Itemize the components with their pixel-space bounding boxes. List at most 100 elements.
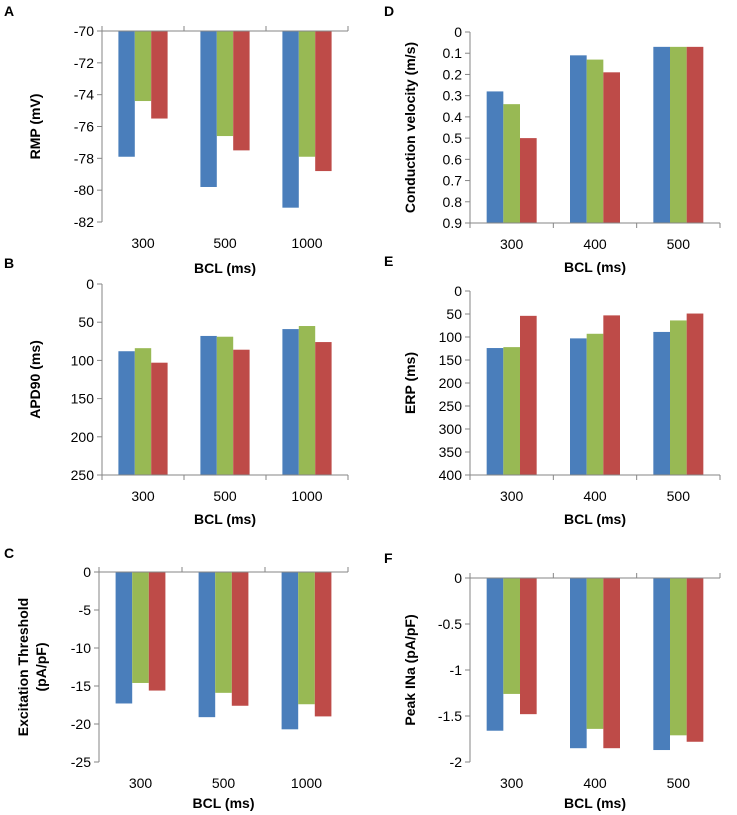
bar-400-series-1 <box>570 578 587 749</box>
y-tick-label: -72 <box>74 55 94 71</box>
y-tick-label: 350 <box>439 444 463 460</box>
panel-e: E 0 50 100 150 200 250 300 350 400 300 400 500 BCL (m… <box>384 253 721 527</box>
y-axis-label-line: RMP (mV) <box>27 94 43 160</box>
panel-d: D 0 0.1 0.2 0.3 0.4 0.5 0.6 0.7 0.8 0.9 300 400 500 BC… <box>384 3 721 275</box>
bar-500-series-3 <box>686 46 704 223</box>
bar-500-series-1 <box>200 31 217 187</box>
x-axis-label: BCL (ms) <box>194 260 256 276</box>
bar-300-series-1 <box>486 91 504 223</box>
y-tick-label: 100 <box>439 329 463 345</box>
panel-f: F 0 -0.5 -1 -1.5 -2 300 400 500 BCL (ms) Peak INa … <box>384 550 721 811</box>
y-tick-label: -25 <box>71 754 91 770</box>
bar-300-series-3 <box>520 578 537 715</box>
y-tick-label: 50 <box>446 306 462 322</box>
x-tick-label: 400 <box>583 488 607 504</box>
bar-500-series-2 <box>216 336 234 475</box>
bar-300-series-2 <box>503 578 520 694</box>
y-tick-label: -82 <box>74 214 94 230</box>
y-axis-label-line: (pA/pF) <box>33 643 49 692</box>
bar-400-series-3 <box>603 578 620 749</box>
bar-300-series-3 <box>151 31 168 119</box>
bar-400-series-2 <box>586 59 604 223</box>
x-tick-label: 300 <box>129 775 153 791</box>
x-tick-label: 300 <box>500 488 524 504</box>
y-tick-label: 200 <box>71 429 95 445</box>
y-tick-label: 0.1 <box>443 45 463 61</box>
bar-300-series-1 <box>486 578 504 731</box>
x-tick-label: 300 <box>131 488 155 504</box>
y-tick-label: -74 <box>74 87 94 103</box>
bar-1000-series-2 <box>298 31 316 157</box>
y-tick-label: -1 <box>450 662 463 678</box>
y-tick-label: 250 <box>439 398 463 414</box>
panel-label: F <box>384 550 393 566</box>
x-tick-label: 500 <box>667 236 691 252</box>
bar-300-series-1 <box>118 31 135 157</box>
bar-500-series-1 <box>653 331 670 475</box>
panel-b: B 0 50 100 150 200 250 300 500 1000 BCL (ms) APD90 … <box>4 255 349 527</box>
bar-500-series-2 <box>216 31 234 137</box>
y-tick-label: 100 <box>71 352 95 368</box>
bar-300-series-2 <box>134 31 152 102</box>
x-tick-label: 1000 <box>291 235 322 251</box>
y-axis-label: APD90 (ms) <box>27 340 43 419</box>
y-tick-label: 0.9 <box>443 215 463 231</box>
bar-300-series-1 <box>115 572 133 704</box>
bar-400-series-2 <box>586 578 604 729</box>
y-tick-label: 250 <box>71 467 95 483</box>
y-tick-label: 0.2 <box>443 66 463 82</box>
panel-label: A <box>4 3 14 19</box>
bar-1000-series-3 <box>315 342 332 475</box>
bar-500-series-3 <box>233 31 250 151</box>
bar-500-series-1 <box>198 572 216 718</box>
bar-300-series-3 <box>520 138 537 223</box>
bar-500-series-2 <box>215 572 232 693</box>
y-tick-label: -70 <box>74 23 94 39</box>
panel-c: C 0 -5 -10 -15 -20 -25 300 500 1000 BCL (ms) Excita… <box>4 545 349 811</box>
x-axis-label: BCL (ms) <box>564 795 626 811</box>
x-tick-label: 400 <box>583 775 607 791</box>
bar-300-series-2 <box>503 104 520 223</box>
bar-400-series-2 <box>586 333 604 475</box>
y-tick-label: -1.5 <box>438 708 462 724</box>
y-tick-label: 0.7 <box>443 173 463 189</box>
y-axis-label-line: ERP (ms) <box>402 352 418 414</box>
x-tick-label: 1000 <box>291 775 322 791</box>
y-tick-label: 0.4 <box>443 109 463 125</box>
x-tick-label: 300 <box>500 236 524 252</box>
y-axis-label: RMP (mV) <box>27 94 43 160</box>
panel-label: D <box>384 3 394 19</box>
y-tick-label: 200 <box>439 375 463 391</box>
bar-500-series-3 <box>233 349 250 475</box>
y-axis-label: Peak INa (pA/pF) <box>402 614 418 725</box>
y-tick-label: 0.8 <box>443 194 463 210</box>
y-tick-label: -5 <box>79 602 92 618</box>
x-tick-label: 300 <box>131 235 155 251</box>
x-tick-label: 500 <box>213 235 237 251</box>
y-tick-label: 0.5 <box>443 130 463 146</box>
y-tick-label: 150 <box>439 352 463 368</box>
y-tick-label: -78 <box>74 150 94 166</box>
panel-label: B <box>4 255 14 271</box>
bar-300-series-2 <box>134 348 152 475</box>
y-axis-label-line: APD90 (ms) <box>27 340 43 419</box>
bar-500-series-3 <box>231 572 249 706</box>
y-tick-label: -76 <box>74 119 94 135</box>
y-axis-label: Conduction velocity (m/s) <box>402 42 418 213</box>
bar-400-series-1 <box>570 338 587 475</box>
y-tick-label: 0 <box>454 283 462 299</box>
panel-a: A -70 -72 -74 -76 -78 -80 -82 300 500 1000 BCL (ms)… <box>4 3 349 276</box>
bar-500-series-1 <box>653 578 670 751</box>
bar-1000-series-3 <box>315 31 332 172</box>
x-tick-label: 500 <box>667 775 691 791</box>
y-tick-label: 0 <box>83 564 91 580</box>
y-tick-label: -0.5 <box>438 616 462 632</box>
y-tick-label: 0.3 <box>443 88 463 104</box>
bar-1000-series-1 <box>282 329 299 475</box>
y-tick-label: -80 <box>74 182 94 198</box>
y-axis-label: Excitation Threshold (pA/pF) <box>15 598 49 736</box>
bar-400-series-1 <box>570 55 587 223</box>
y-tick-label: -2 <box>450 754 463 770</box>
y-tick-label: 50 <box>78 314 94 330</box>
